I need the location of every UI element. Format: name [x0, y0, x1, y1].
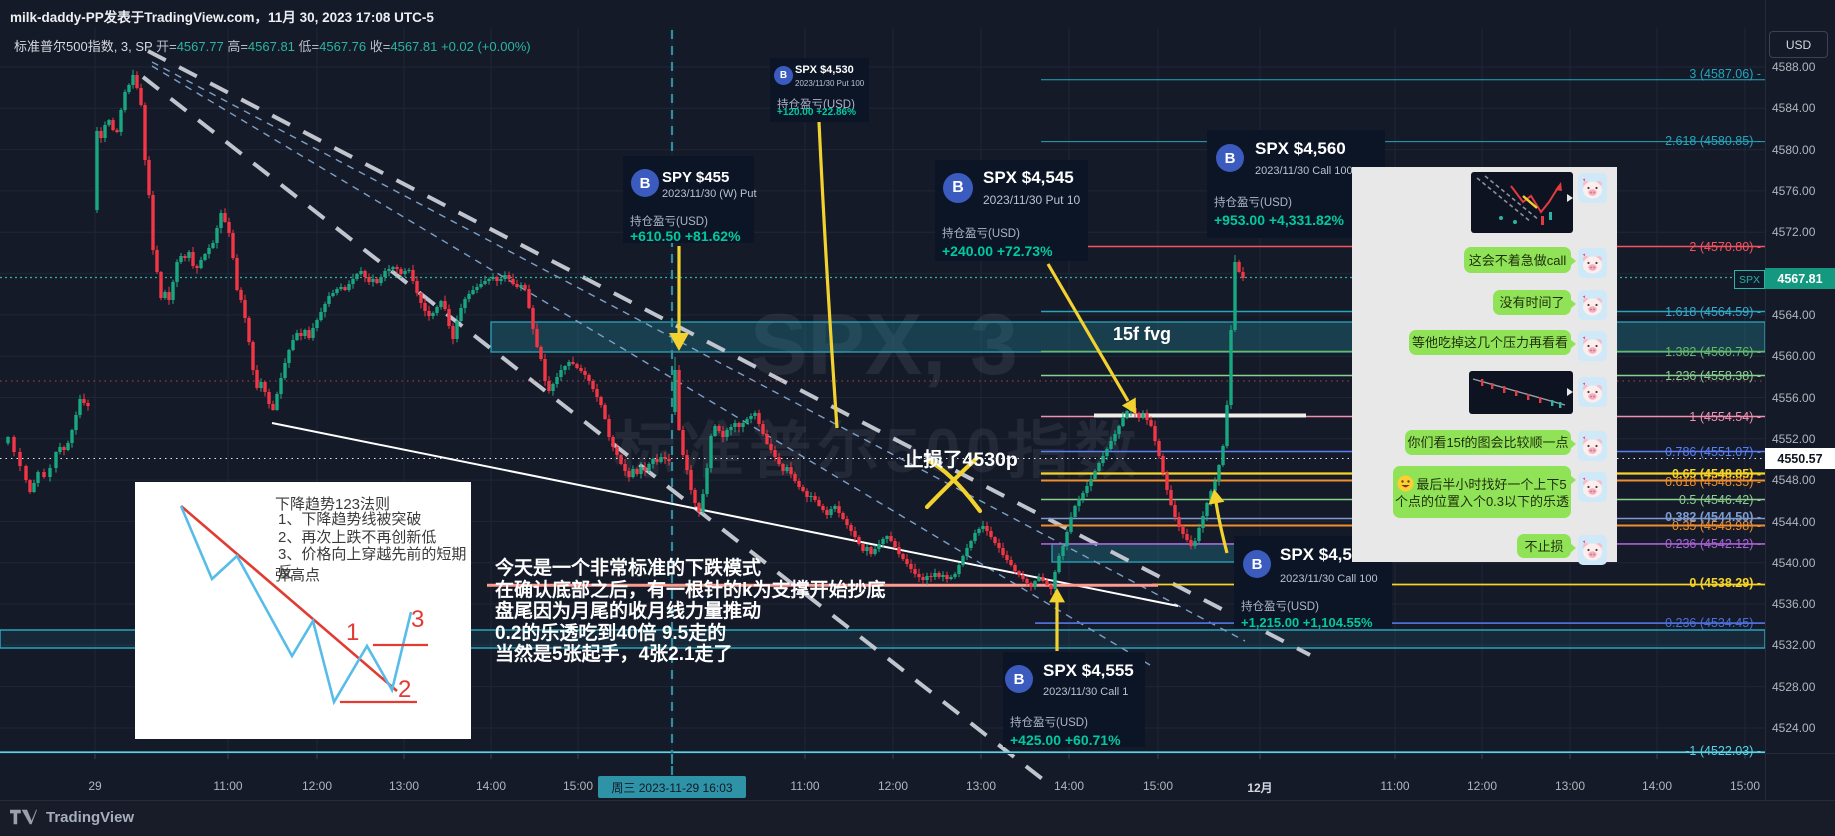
svg-text:1: 1 — [346, 619, 359, 646]
svg-text:SPX, 3: SPX, 3 — [750, 297, 1018, 393]
svg-text:3: 3 — [411, 606, 424, 633]
svg-text:2: 2 — [398, 676, 411, 703]
